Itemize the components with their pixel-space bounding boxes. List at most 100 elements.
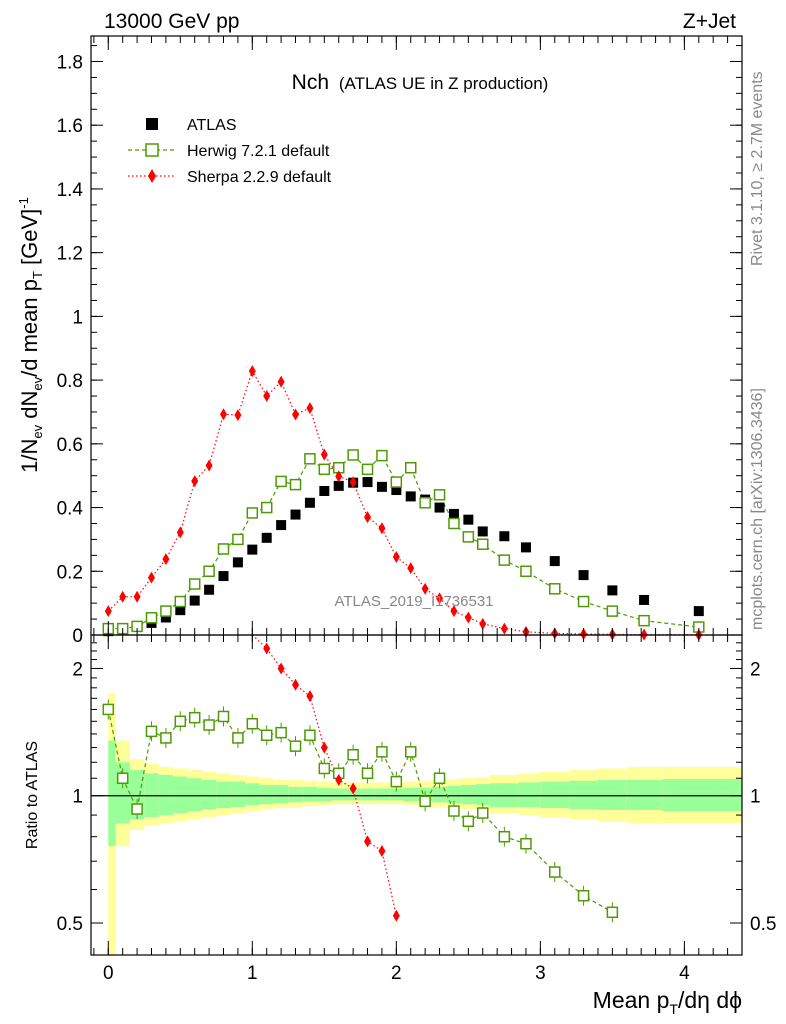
x-ticks: 0 1 2 3 4: [93, 36, 729, 984]
ratio-herwig-point: [275, 726, 287, 739]
ratio-band-inner: [360, 788, 375, 801]
atlas-point: [232, 557, 243, 568]
ratio-band-inner: [569, 780, 598, 810]
legend-atlas-label: ATLAS: [187, 117, 237, 134]
chart-title: Nch (ATLAS UE in Z production): [292, 71, 549, 94]
ratio-band-inner: [187, 778, 202, 812]
ratio-bands: [91, 692, 742, 955]
legend-atlas-marker: [146, 118, 158, 130]
xtick-label: 2: [391, 963, 402, 984]
sherpa-point: [277, 375, 285, 388]
header-right-label: Z+Jet: [683, 10, 736, 33]
ratio-herwig-point: [448, 805, 460, 817]
ylabel-b: dN: [17, 391, 42, 425]
ratio-y-axis-label: Ratio to ATLAS: [24, 741, 41, 849]
sherpa-point: [306, 402, 314, 415]
ratio-band-inner: [540, 781, 570, 809]
sherpa-point: [191, 475, 199, 488]
herwig-point: [289, 478, 302, 491]
sherpa-point: [500, 622, 508, 635]
ratio-sherpa-line: [251, 634, 397, 916]
herwig-point: [638, 614, 650, 627]
herwig-point: [361, 463, 374, 476]
ylabel-c: /d mean p: [17, 279, 42, 377]
atlas-point: [218, 571, 229, 582]
atlas-point: [693, 606, 704, 617]
ratio-herwig-point: [131, 803, 143, 815]
ratio-sherpa-point: [378, 845, 386, 858]
x-axis-label: Mean pT/dη dϕ: [593, 987, 742, 1017]
ratio-ytick-label-right: 2: [750, 659, 761, 680]
ratio-herwig-point: [260, 729, 273, 742]
ratio-herwig-point: [116, 772, 129, 784]
atlas-point: [405, 491, 416, 502]
main-panel: 0 0.2 0.4 0.6 0.8 1 1.2 1.4 1.6 1.8 Nch (ATLAS UE…: [16, 35, 743, 647]
ratio-herwig-point: [102, 703, 115, 716]
legend-sherpa-marker: [148, 169, 156, 183]
xtick-label: 3: [535, 963, 546, 984]
herwig-point: [160, 605, 172, 617]
ratio-sherpa-point: [364, 835, 372, 848]
y-axis-label: 1/Nev dNev/d mean pT [GeV]-1: [16, 197, 45, 473]
herwig-point: [419, 497, 431, 509]
ylabel-d-sup: -1: [16, 197, 31, 209]
atlas-point: [607, 585, 618, 596]
ratio-herwig-point: [318, 762, 331, 775]
sherpa-point: [176, 526, 184, 539]
herwig-point: [606, 605, 619, 617]
sherpa-point: [147, 571, 155, 584]
herwig-point: [462, 531, 475, 543]
herwig-point: [217, 543, 230, 555]
ratio-band-inner: [201, 779, 217, 810]
atlas-point: [175, 605, 186, 616]
main-ytick-label: 0.8: [57, 371, 83, 392]
sherpa-point: [292, 408, 300, 421]
ratio-band-inner: [158, 774, 174, 816]
herwig-point: [174, 595, 187, 608]
xlabel-tail: /dη dϕ: [678, 987, 742, 1013]
ratio-band-inner: [230, 781, 246, 808]
herwig-point: [577, 595, 590, 608]
ratio-band-inner: [626, 779, 663, 811]
title-sub: (ATLAS UE in Z production): [339, 74, 548, 93]
ratio-herwig-point: [390, 775, 403, 788]
ratio-sherpa-point: [263, 642, 271, 655]
herwig-point: [549, 583, 561, 595]
xtick-label: 0: [103, 963, 114, 984]
ylabel-a-sub: ev: [30, 424, 45, 438]
legend-herwig-marker: [145, 143, 159, 157]
sherpa-point: [119, 590, 127, 603]
ratio-band-inner: [173, 776, 188, 814]
sherpa-point: [364, 511, 372, 524]
xlabel-main: Mean p: [593, 987, 670, 1013]
herwig-point: [318, 463, 331, 476]
ratio-herwig-point: [347, 749, 359, 761]
sherpa-point: [464, 611, 472, 624]
ratio-herwig-point: [246, 718, 259, 730]
main-ytick-label: 0.2: [57, 562, 83, 583]
sherpa-point: [421, 582, 429, 595]
ratio-sherpa-point: [306, 690, 314, 703]
ratio-band-inner: [461, 785, 476, 805]
atlas-point: [434, 502, 445, 513]
sherpa-point: [205, 459, 213, 472]
main-y-ticks: 0 0.2 0.4 0.6 0.8 1 1.2 1.4 1.6 1.8: [57, 45, 742, 647]
ratio-frame: [90, 634, 743, 956]
atlas-point: [261, 532, 272, 543]
herwig-point: [448, 517, 460, 530]
atlas-point: [160, 612, 171, 623]
ylabel-d: [GeV]: [17, 209, 42, 271]
sherpa-point: [234, 409, 242, 422]
ratio-band-inner: [446, 785, 462, 804]
main-ytick-label: 0: [72, 626, 83, 647]
ratio-band-inner: [245, 783, 260, 806]
main-ytick-label: 1.4: [57, 180, 84, 201]
ratio-herwig-point: [404, 746, 417, 758]
herwig-point: [376, 449, 388, 462]
herwig-point: [304, 453, 316, 465]
sherpa-point: [220, 408, 228, 421]
ylabel-a: 1/N: [17, 439, 42, 473]
ratio-herwig-point: [232, 732, 244, 744]
ratio-panel: 0.5 0.5 1 1 2 2 0 1 2 3 4 Ratio to ATLAS: [24, 36, 776, 984]
